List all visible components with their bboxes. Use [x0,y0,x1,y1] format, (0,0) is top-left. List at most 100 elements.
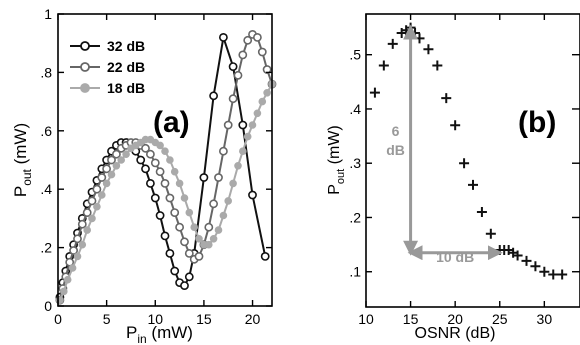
data-point [155,167,165,177]
data-point [170,167,179,176]
data-point [218,33,228,42]
data-point [97,173,107,182]
data-point [184,272,194,282]
panel-a-ticks: 0 5 10 15 20 0 .2 .4 .6 .8 1 [40,6,272,327]
data-point [258,97,267,106]
data-point [184,248,194,258]
data-point [102,179,111,188]
data-point [77,219,87,229]
data-point [156,141,164,150]
y-tick-label: .3 [349,155,361,171]
data-point [239,147,247,155]
data-point [209,199,218,209]
panel-b-x-axis-label: OSNR (dB) [415,325,496,342]
data-point [136,155,146,165]
panel-b-annotations: 6 dB 10 dB [386,24,503,265]
data-point [557,269,568,280]
legend-marker [80,41,90,51]
data-point [170,266,180,276]
data-point [252,33,262,42]
data-point [243,132,252,141]
data-point [180,194,189,202]
data-point [69,246,78,255]
vertical-arrow-label: dB [386,142,405,158]
data-point [107,170,116,179]
data-point [263,89,271,97]
data-point [450,120,461,131]
data-point [112,149,121,159]
data-point [238,50,248,60]
legend-marker [80,83,90,93]
data-point [378,60,389,71]
data-point [78,240,87,249]
data-point [548,269,559,280]
data-point [92,184,102,194]
x-tick-label: 15 [403,311,419,327]
panel-a-y-axis-label: Pout (mW) [11,123,34,197]
data-point [165,248,175,258]
x-tick-label: 20 [447,311,463,327]
data-point [485,228,496,239]
data-point [441,93,452,104]
data-point [238,120,248,130]
data-point [214,226,223,234]
panel-b-label: (b) [518,106,556,139]
y-tick-label: .2 [40,240,52,256]
data-point [102,164,111,174]
data-point [160,178,170,188]
data-point [228,62,238,71]
data-point [223,120,233,130]
data-point [190,223,198,231]
legend-entry: 22 dB [107,59,145,75]
legend-marker [80,62,90,72]
data-point [214,173,223,182]
data-point [180,281,189,290]
data-point [199,173,209,182]
data-point [73,252,82,261]
panel-a-label: (a) [153,106,190,139]
data-point [145,149,155,159]
panel-a-plot-area [55,30,277,305]
data-point [209,91,218,101]
data-point [369,87,380,98]
data-point [161,147,169,155]
y-tick-label: .4 [40,181,52,197]
data-point [468,179,478,190]
data-point [82,208,92,217]
data-point [194,251,204,261]
data-point [83,226,91,234]
data-point [248,190,257,200]
data-point [150,158,160,168]
y-tick-label: 1 [44,6,52,22]
data-point [229,179,237,188]
data-point [59,287,68,296]
panel-b-y-axis-label: Pout (mW) [326,125,347,195]
x-tick-label: 30 [537,311,553,327]
x-tick-label: 20 [245,311,261,327]
data-point [180,237,189,247]
data-point [175,179,184,188]
panel-a-legend: 32 dB 22 dB 18 dB [70,38,145,96]
data-point [387,38,398,49]
x-tick-label: 5 [103,311,111,327]
data-point [209,235,218,243]
data-point [68,264,77,272]
legend-entry: 32 dB [107,38,145,54]
data-point [107,155,116,165]
data-point [260,251,270,261]
data-point [530,261,541,272]
vertical-arrow-label: 6 [392,123,400,139]
legend-entry: 18 dB [107,80,145,96]
y-tick-label: 0 [44,298,52,314]
data-point [253,109,262,118]
data-point [87,196,97,206]
data-point [145,178,155,188]
y-tick-label: .1 [349,264,361,280]
data-point [98,191,106,199]
data-point [476,207,487,218]
data-point [204,222,214,232]
data-point [423,44,434,55]
data-point [218,146,228,156]
data-point [219,211,228,220]
